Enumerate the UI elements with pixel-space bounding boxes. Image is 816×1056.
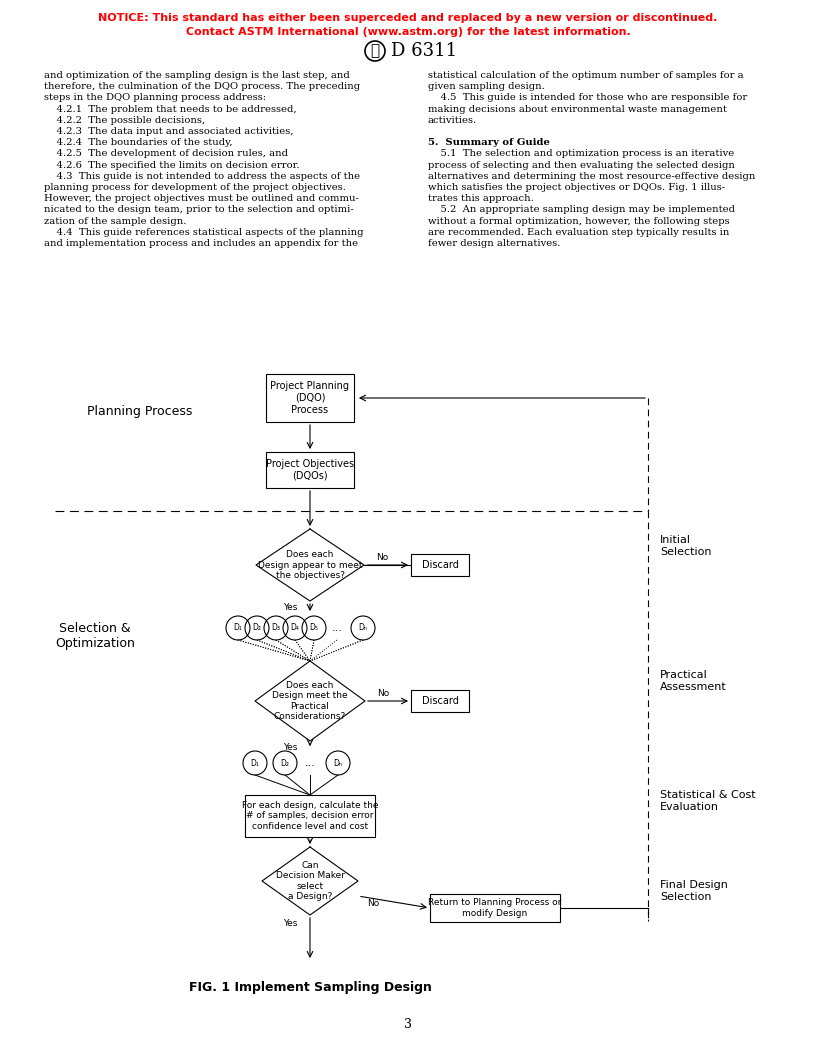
Polygon shape (262, 847, 358, 914)
Text: Does each
Design meet the
Practical
Considerations?: Does each Design meet the Practical Cons… (273, 681, 348, 721)
Text: No: No (376, 553, 388, 563)
Text: Return to Planning Process or
modify Design: Return to Planning Process or modify Des… (428, 899, 561, 918)
Text: without a formal optimization, however, the following steps: without a formal optimization, however, … (428, 216, 730, 226)
Text: Can
Decision Maker
select
a Design?: Can Decision Maker select a Design? (276, 861, 344, 901)
Text: alternatives and determining the most resource-effective design: alternatives and determining the most re… (428, 172, 756, 181)
Text: Contact ASTM International (www.astm.org) for the latest information.: Contact ASTM International (www.astm.org… (185, 27, 631, 37)
Text: Initial
Selection: Initial Selection (660, 535, 712, 557)
Text: Yes: Yes (283, 742, 297, 752)
FancyBboxPatch shape (245, 795, 375, 837)
Text: 4.2.6  The specified the limits on decision error.: 4.2.6 The specified the limits on decisi… (44, 161, 299, 170)
Text: and implementation process and includes an appendix for the: and implementation process and includes … (44, 239, 358, 248)
FancyBboxPatch shape (411, 554, 469, 576)
Text: Project Planning
(DQO)
Process: Project Planning (DQO) Process (270, 381, 349, 415)
Text: activities.: activities. (428, 116, 477, 125)
Text: fewer design alternatives.: fewer design alternatives. (428, 239, 561, 248)
Polygon shape (256, 529, 364, 601)
Text: ...: ... (304, 758, 316, 768)
Text: given sampling design.: given sampling design. (428, 82, 545, 91)
FancyBboxPatch shape (266, 374, 354, 422)
Text: zation of the sample design.: zation of the sample design. (44, 216, 186, 226)
Text: Yes: Yes (283, 603, 297, 611)
Text: Planning Process: Planning Process (87, 404, 193, 417)
Text: 4.5  This guide is intended for those who are responsible for: 4.5 This guide is intended for those who… (428, 93, 747, 102)
Text: D₁: D₁ (251, 758, 259, 768)
Text: 3: 3 (404, 1018, 412, 1031)
FancyBboxPatch shape (430, 894, 560, 922)
FancyBboxPatch shape (411, 690, 469, 712)
Text: 4.2.3  The data input and associated activities,: 4.2.3 The data input and associated acti… (44, 127, 294, 136)
Text: Yes: Yes (283, 919, 297, 927)
Text: 5.1  The selection and optimization process is an iterative: 5.1 The selection and optimization proce… (428, 149, 734, 158)
Text: 4.2.2  The possible decisions,: 4.2.2 The possible decisions, (44, 116, 205, 125)
Text: process of selecting and then evaluating the selected design: process of selecting and then evaluating… (428, 161, 735, 170)
Text: Practical
Assessment: Practical Assessment (660, 671, 727, 692)
Text: NOTICE: This standard has either been superceded and replaced by a new version o: NOTICE: This standard has either been su… (98, 13, 718, 23)
Polygon shape (255, 661, 365, 741)
Text: Discard: Discard (422, 560, 459, 570)
Text: are recommended. Each evaluation step typically results in: are recommended. Each evaluation step ty… (428, 228, 730, 237)
Text: D₃: D₃ (272, 623, 281, 633)
Text: making decisions about environmental waste management: making decisions about environmental was… (428, 105, 727, 114)
Text: For each design, calculate the
# of samples, decision error
confidence level and: For each design, calculate the # of samp… (242, 802, 379, 831)
Text: trates this approach.: trates this approach. (428, 194, 534, 203)
Text: 4.4  This guide references statistical aspects of the planning: 4.4 This guide references statistical as… (44, 228, 363, 237)
Text: D₄: D₄ (290, 623, 299, 633)
Text: Selection &
Optimization: Selection & Optimization (55, 622, 135, 650)
Text: Dₙ: Dₙ (358, 623, 367, 633)
Text: 4.3  This guide is not intended to address the aspects of the: 4.3 This guide is not intended to addres… (44, 172, 360, 181)
Text: statistical calculation of the optimum number of samples for a: statistical calculation of the optimum n… (428, 71, 743, 80)
Text: D₁: D₁ (233, 623, 242, 633)
Text: D 6311: D 6311 (391, 42, 457, 60)
Text: Statistical & Cost
Evaluation: Statistical & Cost Evaluation (660, 790, 756, 812)
Text: therefore, the culmination of the DQO process. The preceding: therefore, the culmination of the DQO pr… (44, 82, 360, 91)
Text: Project Objectives
(DQOs): Project Objectives (DQOs) (266, 459, 354, 480)
Text: No: No (367, 899, 379, 907)
Text: FIG. 1 Implement Sampling Design: FIG. 1 Implement Sampling Design (188, 981, 432, 995)
Text: 4.2.5  The development of decision rules, and: 4.2.5 The development of decision rules,… (44, 149, 288, 158)
Text: planning process for development of the project objectives.: planning process for development of the … (44, 183, 346, 192)
Text: 5.  Summary of Guide: 5. Summary of Guide (428, 138, 550, 147)
Text: 4.2.4  The boundaries of the study,: 4.2.4 The boundaries of the study, (44, 138, 233, 147)
Text: which satisfies the project objectives or DQOs. Fig. 1 illus-: which satisfies the project objectives o… (428, 183, 725, 192)
Text: steps in the DQO planning process address:: steps in the DQO planning process addres… (44, 93, 266, 102)
Text: 5.2  An appropriate sampling design may be implemented: 5.2 An appropriate sampling design may b… (428, 206, 735, 214)
Text: No: No (377, 690, 389, 698)
Text: Ⓐ: Ⓐ (370, 43, 379, 58)
Text: However, the project objectives must be outlined and commu-: However, the project objectives must be … (44, 194, 359, 203)
Text: D₅: D₅ (309, 623, 318, 633)
Text: and optimization of the sampling design is the last step, and: and optimization of the sampling design … (44, 71, 350, 80)
Text: Final Design
Selection: Final Design Selection (660, 881, 728, 902)
FancyBboxPatch shape (266, 452, 354, 488)
Text: 4.2.1  The problem that needs to be addressed,: 4.2.1 The problem that needs to be addre… (44, 105, 297, 114)
Text: Discard: Discard (422, 696, 459, 706)
Text: Does each
Design appear to meet
the objectives?: Does each Design appear to meet the obje… (258, 550, 362, 580)
Text: ...: ... (331, 623, 343, 633)
Text: Dₙ: Dₙ (334, 758, 343, 768)
Text: D₂: D₂ (281, 758, 290, 768)
Text: D₂: D₂ (252, 623, 261, 633)
Text: nicated to the design team, prior to the selection and optimi-: nicated to the design team, prior to the… (44, 206, 354, 214)
